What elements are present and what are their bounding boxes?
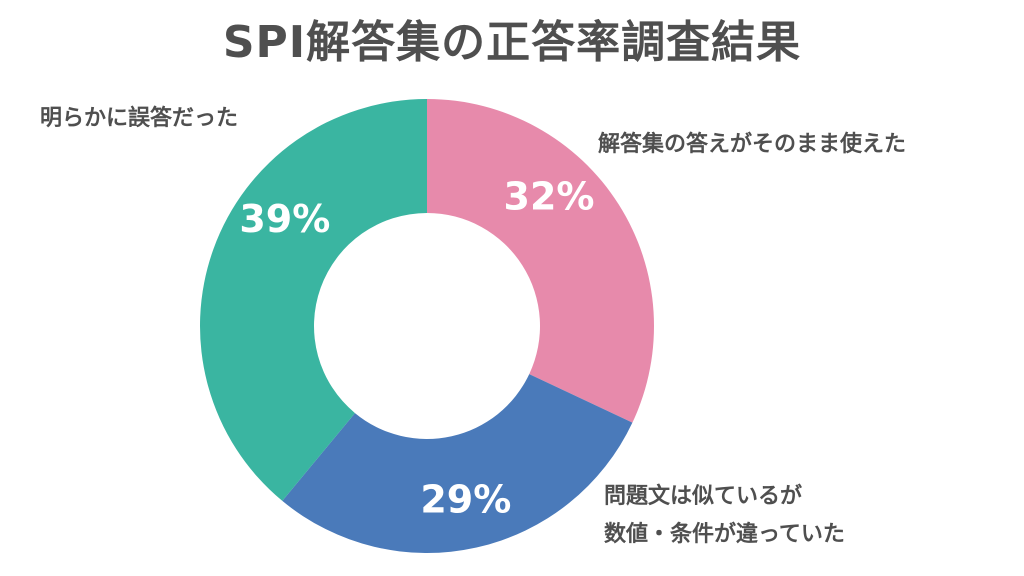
label-slice-similar-line1: 問題文は似ているが [604,484,803,509]
donut-slice [282,374,633,553]
slice-percent-label: 39% [239,197,330,241]
slice-percent-label: 29% [420,478,511,522]
donut-slice [200,99,427,501]
label-slice-similar-line2: 数値・条件が違っていた [604,522,845,547]
label-slice-wrong: 明らかに誤答だった [40,106,239,131]
slice-percent-label: 32% [504,174,595,218]
chart-title: SPI解答集の正答率調査結果 [222,17,802,68]
label-slice-correct: 解答集の答えがそのまま使えた [598,132,907,157]
donut-slice [427,99,654,423]
